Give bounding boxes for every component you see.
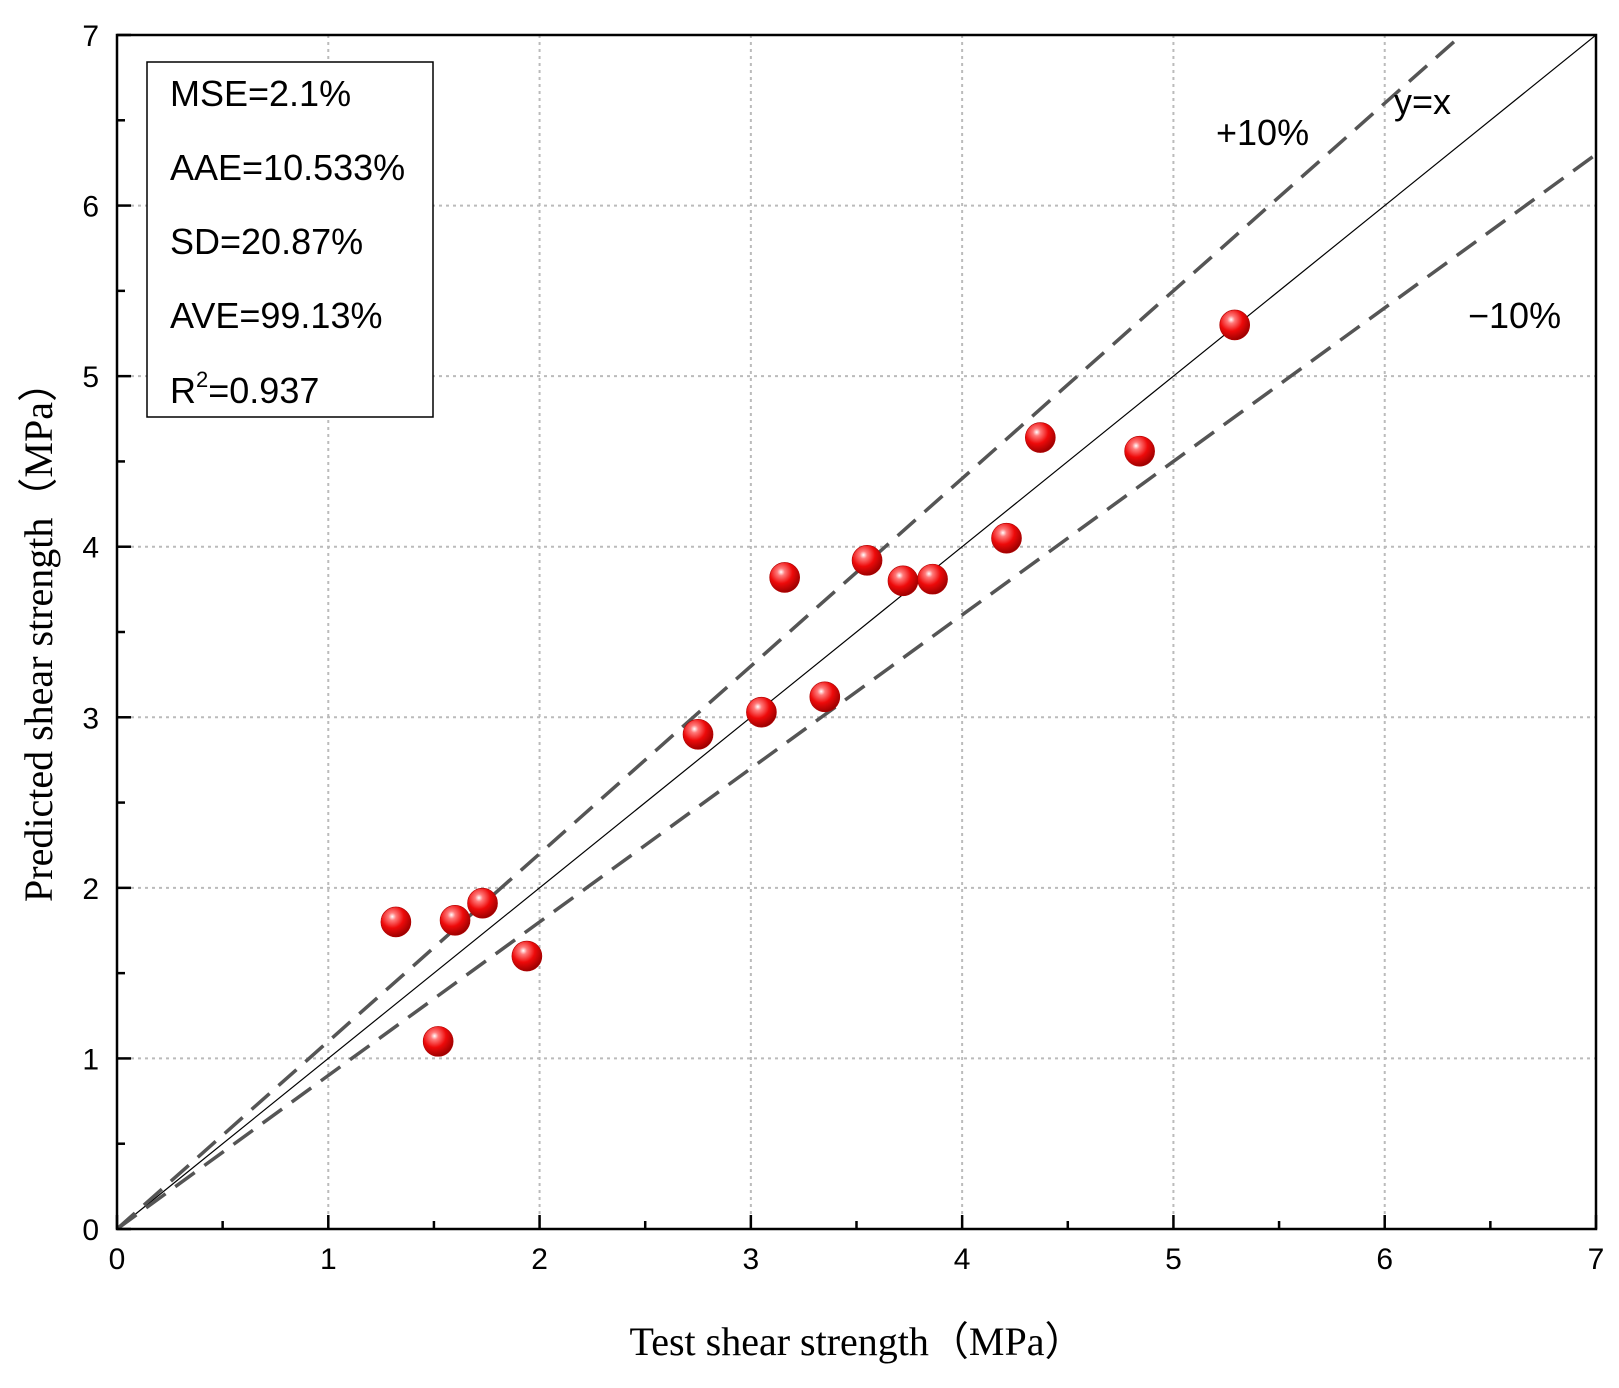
y-tick-label: 7 (82, 20, 99, 53)
stat-r2-rest: =0.937 (208, 370, 319, 411)
stat-r2-sup: 2 (196, 367, 208, 392)
data-point (809, 681, 841, 713)
axis-tick-labels: 0 1 2 3 4 5 6 7 0 1 2 3 4 5 6 7 (82, 20, 1604, 1276)
stats-box-frame (146, 61, 434, 418)
stat-mse: MSE=2.1% (170, 73, 351, 114)
data-point (1124, 435, 1155, 467)
x-tick-label: 6 (1376, 1243, 1393, 1276)
data-point (380, 906, 412, 938)
y-tick-label: 1 (82, 1043, 99, 1076)
data-point (887, 565, 919, 597)
x-tick-label: 1 (320, 1243, 337, 1276)
y-tick-label: 2 (82, 873, 99, 906)
data-point (991, 522, 1022, 554)
stat-sd: SD=20.87% (170, 221, 363, 262)
data-point (511, 940, 543, 972)
ref-label-minus10: −10% (1468, 295, 1561, 336)
data-point (439, 904, 471, 936)
data-point (917, 563, 948, 595)
x-tick-label: 5 (1165, 1243, 1182, 1276)
x-tick-label: 2 (531, 1243, 548, 1276)
data-points (380, 309, 1251, 1057)
y-tick-label: 5 (82, 361, 99, 394)
y-axis-title: Predicted shear strength（MPa） (16, 362, 61, 902)
data-point (769, 562, 800, 593)
data-point (1219, 309, 1251, 341)
reference-lines (117, 35, 1596, 1229)
y-tick-label: 4 (82, 532, 99, 565)
axis-ticks (115, 33, 1598, 1231)
x-tick-label: 3 (743, 1243, 760, 1276)
x-axis-title: Test shear strength（MPa） (630, 1319, 1085, 1364)
x-tick-label: 4 (954, 1243, 971, 1276)
ref-line-band (117, 35, 1463, 1229)
data-point (746, 696, 777, 728)
data-point (422, 1026, 454, 1057)
stat-ave: AVE=99.13% (170, 295, 382, 336)
data-point (851, 545, 883, 576)
x-tick-label: 0 (109, 1243, 126, 1276)
stat-r2-main: R (170, 370, 196, 411)
x-tick-label: 7 (1588, 1243, 1605, 1276)
data-point (467, 887, 498, 919)
y-tick-label: 3 (82, 702, 99, 735)
y-tick-label: 6 (82, 191, 99, 224)
data-point (682, 719, 714, 750)
ref-label-yx: y=x (1394, 81, 1451, 122)
stat-r2: R2=0.937 (170, 367, 319, 411)
y-tick-label: 0 (82, 1214, 99, 1247)
data-point (1025, 422, 1056, 453)
ref-line-band (117, 152, 1596, 1229)
stat-aae: AAE=10.533% (170, 147, 405, 188)
ref-label-plus10: +10% (1216, 112, 1309, 153)
stats-box: MSE=2.1% AAE=10.533% SD=20.87% AVE=99.13… (146, 61, 434, 418)
ref-line-identity (117, 35, 1596, 1229)
